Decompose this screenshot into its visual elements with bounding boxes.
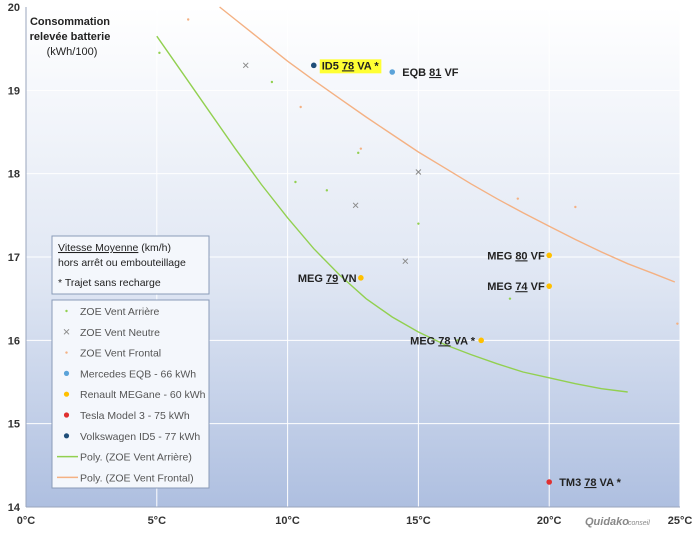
point-zoe-vent-frontal-5 xyxy=(676,322,679,325)
legend-item-zoe-vent-neutre: ZOE Vent Neutre xyxy=(63,327,160,339)
y-tick-label-6: 20 xyxy=(8,2,20,14)
annotation-meg-80-vf: MEG 80 VF xyxy=(487,250,545,262)
point-annotations: ID5 78 VA * EQB 81 VF MEG 80 VF MEG 79 VN ME… xyxy=(298,59,622,489)
brand-suffix: conseil xyxy=(628,520,650,527)
point-zoe-vent-arriere-0 xyxy=(158,51,161,55)
svg-text:ID5 78 VA *: ID5 78 VA * xyxy=(322,60,380,72)
y-tick-label-3: 17 xyxy=(8,252,20,264)
point-volkswagen-id5-77-kwh-0 xyxy=(310,62,317,69)
point-zoe-vent-neutre-3 xyxy=(415,169,422,175)
point-zoe-vent-neutre-2 xyxy=(402,258,409,265)
data-points xyxy=(158,18,679,485)
legend-item-zoe-vent-arriere: ZOE Vent Arrière xyxy=(65,306,160,318)
annotation-meg-78-va: MEG 78 VA * xyxy=(410,335,476,347)
y-axis-title: Consommation relevée batterie (kWh/100) xyxy=(30,16,111,58)
x-tick-label-3: 15°C xyxy=(406,515,431,527)
trendlines xyxy=(156,6,676,393)
point-zoe-vent-arriere-6 xyxy=(456,339,459,342)
axes: 0°C 5°C 10°C 15°C 20°C 25°C 14 15 16 17 18 19 20 xyxy=(8,2,693,527)
x-tick-label-5: 25°C xyxy=(668,515,693,527)
brand-watermark: Quidako conseil xyxy=(585,516,650,528)
info-line-2: hors arrêt ou embouteillage xyxy=(58,257,186,269)
svg-text:EQB 81 VF: EQB 81 VF xyxy=(402,67,459,79)
info-line-1: Vitesse Moyenne (km/h) xyxy=(58,242,171,254)
point-renault-megane-60-kwh-2 xyxy=(546,252,552,259)
y-tick-label-2: 16 xyxy=(8,335,20,347)
legend: ZOE Vent Arrière ZOE Vent Neutre ZOE Vent … xyxy=(51,299,210,489)
point-zoe-vent-neutre-1 xyxy=(352,202,359,209)
legend-swatch xyxy=(63,370,70,376)
legend-label: Volkswagen ID5 - 77 kWh xyxy=(80,431,200,443)
point-zoe-vent-arriere-7 xyxy=(508,297,512,300)
svg-text:TM3 78 VA *: TM3 78 VA * xyxy=(559,477,621,489)
point-zoe-vent-arriere-3 xyxy=(325,189,329,192)
annotation-meg-74-vf: MEG 74 VF xyxy=(487,281,545,293)
legend-swatch xyxy=(63,391,70,397)
legend-item-volkswagen-id5-77-kwh: Volkswagen ID5 - 77 kWh xyxy=(63,431,200,443)
y-axis-title-line-1: Consommation xyxy=(30,16,110,28)
x-tick-label-0: 0°C xyxy=(17,515,36,527)
y-axis-title-line-3: (kWh/100) xyxy=(47,46,98,58)
point-zoe-vent-arriere-1 xyxy=(270,80,274,84)
legend-swatch xyxy=(65,351,68,354)
info-line-1-underlined: Vitesse Moyenne xyxy=(58,242,139,254)
point-zoe-vent-frontal-2 xyxy=(359,147,363,150)
legend-item-poly-zoe-vent-frontal: Poly. (ZOE Vent Frontal) xyxy=(57,472,194,484)
point-zoe-vent-arriere-2 xyxy=(294,180,297,184)
legend-label: ZOE Vent Neutre xyxy=(80,327,160,339)
legend-swatch xyxy=(63,412,70,418)
legend-label: ZOE Vent Arrière xyxy=(80,306,160,318)
y-tick-label-5: 19 xyxy=(8,85,20,97)
point-zoe-vent-frontal-1 xyxy=(299,105,302,109)
point-mercedes-eqb-66-kwh-0 xyxy=(389,69,396,75)
svg-text:MEG 74 VF: MEG 74 VF xyxy=(487,281,545,293)
legend-label: Renault MEGane - 60 kWh xyxy=(80,389,206,401)
legend-swatch xyxy=(65,309,68,313)
legend-label: Poly. (ZOE Vent Arrière) xyxy=(80,452,192,464)
point-tesla-model-3-75-kwh-0 xyxy=(546,479,552,485)
point-zoe-vent-arriere-5 xyxy=(417,222,420,225)
y-tick-label-1: 15 xyxy=(8,419,20,431)
x-tick-label-4: 20°C xyxy=(537,515,562,527)
legend-swatch xyxy=(63,433,70,439)
x-tick-label-1: 5°C xyxy=(148,515,167,527)
legend-item-renault-megane-60-kwh: Renault MEGane - 60 kWh xyxy=(63,389,206,401)
info-line-3: * Trajet sans recharge xyxy=(58,277,161,289)
info-line-1-rest: (km/h) xyxy=(138,242,171,254)
legend-label: Mercedes EQB - 66 kWh xyxy=(80,368,196,380)
y-tick-label-4: 18 xyxy=(8,169,20,181)
trendline-poly-zoe-vent-arriere xyxy=(156,35,628,393)
point-renault-megane-60-kwh-0 xyxy=(358,275,364,281)
point-zoe-vent-arriere-4 xyxy=(357,151,360,155)
point-zoe-vent-frontal-0 xyxy=(186,18,190,21)
svg-text:MEG 78 VA *: MEG 78 VA * xyxy=(410,335,476,347)
point-zoe-vent-frontal-4 xyxy=(574,205,577,209)
annotation-id5-78-va: ID5 78 VA * xyxy=(319,59,382,74)
legend-item-zoe-vent-frontal: ZOE Vent Frontal xyxy=(65,348,161,360)
speed-info-box: Vitesse Moyenne (km/h) hors arrêt ou emb… xyxy=(51,235,210,295)
svg-text:MEG 80 VF: MEG 80 VF xyxy=(487,250,545,262)
annotation-tm3-78-va: TM3 78 VA * xyxy=(559,477,621,489)
legend-item-poly-zoe-vent-arriere: Poly. (ZOE Vent Arrière) xyxy=(57,452,192,464)
point-renault-megane-60-kwh-1 xyxy=(478,337,484,344)
legend-label: ZOE Vent Frontal xyxy=(80,348,161,360)
annotation-eqb-81-vf: EQB 81 VF xyxy=(402,67,459,79)
y-tick-label-0: 14 xyxy=(8,502,21,514)
brand-name: Quidako xyxy=(585,516,629,528)
legend-item-tesla-model-3-75-kwh: Tesla Model 3 - 75 kWh xyxy=(63,410,190,422)
y-axis-title-line-2: relevée batterie xyxy=(30,31,111,43)
trendline-poly-zoe-vent-frontal xyxy=(219,6,676,283)
x-tick-label-2: 10°C xyxy=(275,515,300,527)
point-zoe-vent-neutre-0 xyxy=(242,62,249,69)
legend-label: Poly. (ZOE Vent Frontal) xyxy=(80,472,194,484)
legend-label: Tesla Model 3 - 75 kWh xyxy=(80,410,190,422)
legend-item-mercedes-eqb-66-kwh: Mercedes EQB - 66 kWh xyxy=(63,368,196,380)
svg-text:MEG 79 VN: MEG 79 VN xyxy=(298,273,357,285)
point-renault-megane-60-kwh-3 xyxy=(546,283,552,289)
annotation-meg-79-vn: MEG 79 VN xyxy=(298,273,357,285)
point-zoe-vent-frontal-3 xyxy=(516,197,520,200)
